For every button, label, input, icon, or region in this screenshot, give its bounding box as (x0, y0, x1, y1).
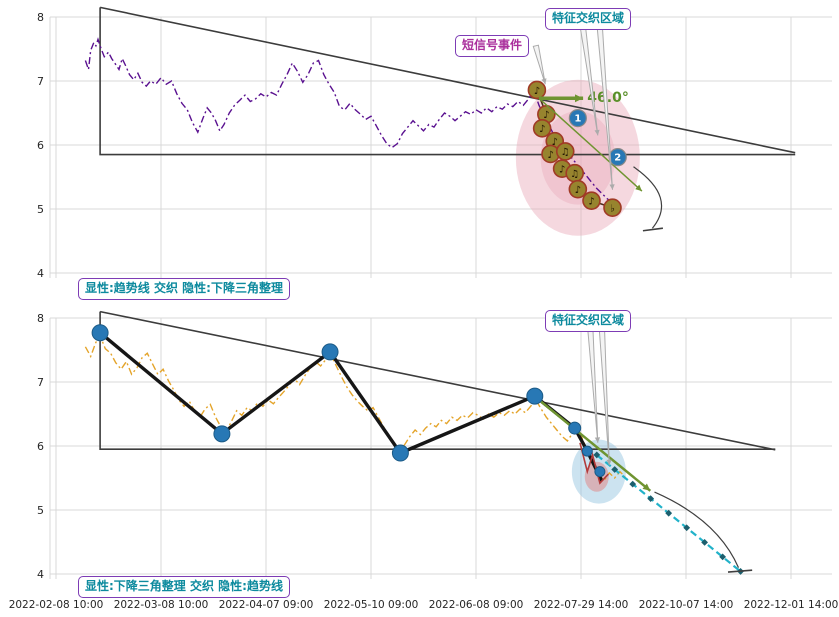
teal-line-marker (683, 524, 691, 532)
x-tick-label: 2022-04-07 09:00 (219, 599, 314, 611)
music-note-marker (603, 198, 622, 218)
x-tick-label: 2022-05-10 09:00 (324, 599, 419, 611)
y-tick-label: 6 (37, 440, 44, 453)
music-note-icon: ♪ (588, 196, 594, 207)
triangle-pattern (99, 310, 776, 451)
y-tick-label: 6 (37, 139, 44, 152)
pivot-dot (526, 387, 544, 405)
music-note-icon: ♪ (575, 185, 581, 196)
x-tick-label: 2022-12-01 14:00 (744, 599, 839, 611)
music-note-icon: ♭ (610, 204, 615, 215)
music-note-icon: ♫ (570, 169, 579, 180)
teal-line-marker (719, 553, 727, 561)
music-note-icon: ♫ (561, 147, 570, 158)
x-tick-label: 2022-10-07 14:00 (639, 599, 734, 611)
caption-bottom-panel: 显性:下降三角整理 交织 隐性:趋势线 (78, 576, 290, 598)
short-signal-label: 短信号事件 (455, 35, 530, 57)
music-note-marker (555, 142, 575, 161)
teal-line-marker (611, 466, 619, 473)
pivot-dot (321, 343, 339, 361)
music-note-marker (582, 191, 601, 210)
teal-line-marker (647, 495, 655, 503)
y-tick-label: 5 (37, 203, 44, 216)
music-note-marker (527, 80, 547, 100)
leader-arrow-icon (532, 44, 546, 85)
angle-ray-arrowhead-icon (635, 184, 642, 192)
annotation-arc (654, 491, 740, 568)
annotation-arc (633, 166, 663, 229)
leader-arrowhead-icon (609, 184, 615, 190)
zigzag-line (99, 331, 604, 482)
music-note-icon: ♪ (547, 150, 553, 161)
x-tick-label: 2022-03-08 10:00 (114, 599, 209, 611)
music-note-icon: ♪ (552, 137, 558, 148)
music-note-marker (568, 179, 588, 199)
y-tick-label: 5 (37, 504, 44, 517)
numbered-event-marker (568, 109, 587, 128)
leader-arrow-icon (587, 330, 599, 443)
y-tick-label: 8 (37, 312, 44, 325)
angle-ray-line (538, 97, 643, 192)
x-tick-label: 2022-06-08 09:00 (429, 599, 524, 611)
pivot-dot (594, 466, 606, 478)
green-trend-segment (538, 398, 652, 492)
pivot-dot (581, 445, 593, 457)
music-note-marker (532, 119, 552, 138)
arc-end-tick (727, 569, 753, 573)
angle-base-arrowhead-icon (575, 94, 584, 103)
music-note-icon: ♪ (543, 110, 549, 121)
leader-arrowhead-icon (594, 129, 600, 136)
angle-value-label: 46.0° (587, 90, 629, 106)
music-note-icon: ♪ (534, 86, 540, 97)
pivot-dot (568, 421, 582, 435)
price-bottom-dashdot (84, 334, 626, 482)
feature-zone-label-bottom: 特征交织区域 (545, 310, 632, 332)
leader-arrowhead-icon (541, 78, 547, 85)
music-note-icon: ♪ (559, 164, 565, 175)
y-tick-label: 4 (37, 267, 44, 280)
green-arrowhead-icon (642, 483, 651, 491)
x-tick-label: 2022-07-29 14:00 (534, 599, 629, 611)
caption-top-panel: 显性:趋势线 交织 隐性:下降三角整理 (78, 278, 290, 300)
y-tick-label: 7 (37, 376, 44, 389)
y-tick-label: 7 (37, 75, 44, 88)
y-tick-label: 8 (37, 11, 44, 24)
x-tick-label: 2022-02-08 10:00 (9, 599, 104, 611)
leader-arrowhead-icon (606, 459, 612, 466)
music-note-icon: ♪ (539, 124, 545, 135)
price-top-dashdot (84, 37, 613, 204)
arc-end-tick (642, 227, 664, 232)
numbered-event-label: 1 (574, 114, 581, 125)
numbered-event-label: 2 (614, 153, 621, 164)
red-mini-zigzag (579, 442, 609, 485)
pivot-dot (213, 425, 231, 443)
y-tick-label: 4 (37, 568, 44, 581)
pivot-dot (91, 324, 109, 342)
pivot-dot (391, 444, 409, 462)
leader-arrowhead-icon (594, 437, 601, 443)
feature-zone-label-top: 特征交织区域 (545, 8, 632, 30)
